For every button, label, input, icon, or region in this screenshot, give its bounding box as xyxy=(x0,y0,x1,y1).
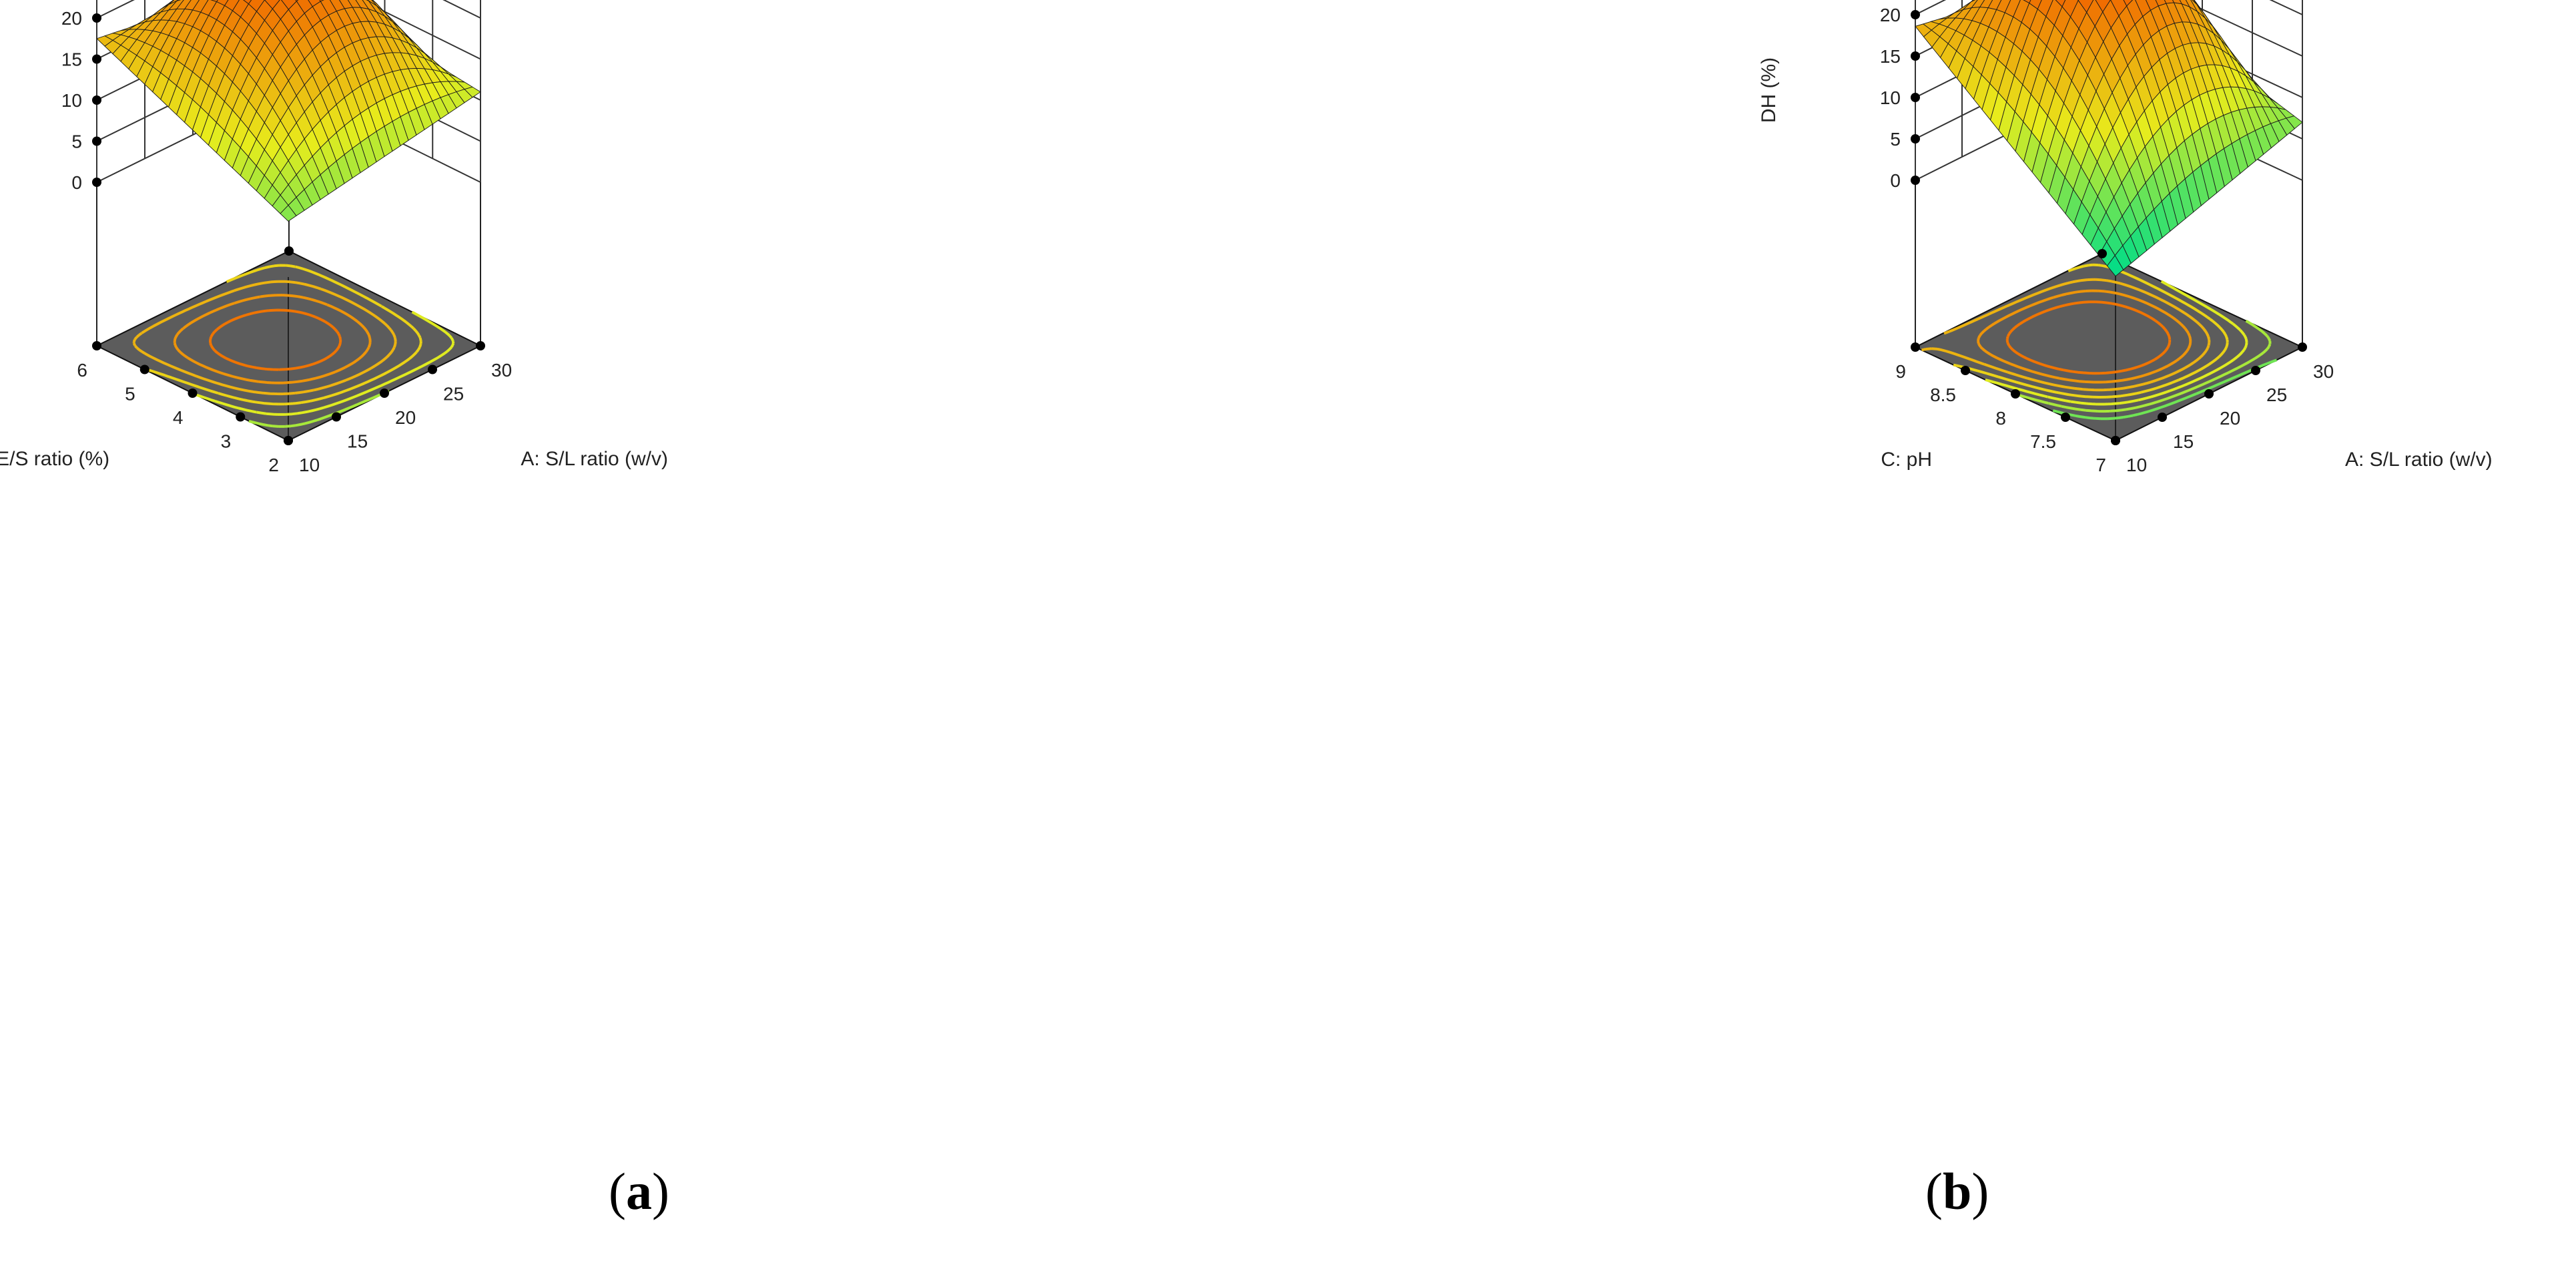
y-tick-label: 8 xyxy=(1995,408,2006,429)
z-tick-dot xyxy=(92,13,101,23)
x-tick-dot xyxy=(332,412,341,422)
x-tick-label: 20 xyxy=(395,407,416,428)
surface-cell xyxy=(2106,254,2124,277)
x-tick-label: 30 xyxy=(491,360,512,381)
x-tick-dot xyxy=(2251,366,2260,375)
y-tick-label: 4 xyxy=(173,407,184,428)
x-tick-dot xyxy=(380,389,389,398)
panel-a: 0510152025101520253023456DH (%)A: S/L ra… xyxy=(0,0,669,1222)
z-tick-dot xyxy=(1911,93,1920,102)
z-tick-dot xyxy=(1911,134,1920,144)
contour-line xyxy=(132,280,397,396)
x-tick-label: 10 xyxy=(2126,455,2147,475)
y-axis-label: C: pH xyxy=(1881,449,1932,471)
z-tick-dot xyxy=(92,178,101,187)
contour-line xyxy=(194,310,455,416)
z-tick-label: 5 xyxy=(71,132,82,152)
x-tick-label: 15 xyxy=(347,431,368,452)
corner-dot xyxy=(2098,249,2107,258)
x-tick-label: 15 xyxy=(2173,431,2194,452)
z-tick-label: 10 xyxy=(1880,87,1901,108)
y-tick-dot xyxy=(2111,436,2120,445)
y-tick-label: 2 xyxy=(268,455,279,475)
corner-dot xyxy=(284,246,294,256)
y-tick-label: 9 xyxy=(1895,361,1906,382)
x-tick-label: 20 xyxy=(2220,408,2240,429)
z-tick-dot xyxy=(1911,51,1920,61)
caption-b: (b) xyxy=(1925,1162,1989,1222)
z-tick-label: 0 xyxy=(1890,170,1901,191)
y-tick-dot xyxy=(139,364,149,374)
z-tick-dot xyxy=(1911,10,1920,19)
surface-mesh xyxy=(96,0,481,222)
y-tick-label: 3 xyxy=(221,431,232,452)
z-axis-label: DH (%) xyxy=(1758,57,1780,123)
contour-line xyxy=(1921,278,2211,392)
contour-line xyxy=(248,389,390,428)
z-tick-dot xyxy=(92,54,101,64)
x-tick-dot xyxy=(428,364,437,374)
y-tick-label: 5 xyxy=(125,384,135,405)
y-tick-dot xyxy=(2011,389,2020,399)
y-tick-dot xyxy=(188,389,198,398)
caption-a-letter: a xyxy=(625,1162,652,1220)
z-tick-label: 10 xyxy=(61,90,82,111)
z-tick-label: 20 xyxy=(1880,5,1901,25)
x-tick-dot xyxy=(476,341,485,350)
caption-a-close: ) xyxy=(651,1162,669,1220)
caption-a-open: ( xyxy=(609,1162,626,1220)
z-tick-label: 0 xyxy=(71,172,82,193)
surface-chart-a: 0510152025101520253023456DH (%)A: S/L ra… xyxy=(0,0,668,475)
contour-line xyxy=(209,308,342,371)
x-tick-label: 10 xyxy=(299,455,320,475)
caption-b-letter: b xyxy=(1942,1162,1972,1220)
z-tick-label: 15 xyxy=(61,49,82,70)
y-tick-dot xyxy=(1911,342,1920,352)
y-tick-dot xyxy=(2061,413,2070,422)
x-tick-label: 30 xyxy=(2313,361,2334,382)
contour-line xyxy=(1985,280,2248,406)
z-tick-label: 5 xyxy=(1890,129,1901,150)
contour-line xyxy=(1977,289,2192,384)
contour-line xyxy=(173,294,372,385)
contour-line xyxy=(141,264,422,406)
y-axis-label: B: E/S ratio (%) xyxy=(0,448,109,470)
y-tick-label: 7 xyxy=(2096,455,2106,475)
y-tick-dot xyxy=(284,436,293,445)
x-axis-label: A: S/L ratio (w/v) xyxy=(2345,449,2493,471)
x-tick-dot xyxy=(2298,342,2307,352)
contour-line xyxy=(2016,319,2272,413)
y-tick-dot xyxy=(1961,366,1970,375)
x-axis-label: A: S/L ratio (w/v) xyxy=(521,448,668,470)
caption-a: (a) xyxy=(609,1162,669,1222)
z-tick-label: 20 xyxy=(61,8,82,29)
x-tick-label: 25 xyxy=(2266,385,2287,405)
caption-b-open: ( xyxy=(1925,1162,1943,1220)
surface-cell xyxy=(243,0,252,5)
surface-cell xyxy=(280,204,297,222)
y-tick-dot xyxy=(236,412,246,422)
caption-b-close: ) xyxy=(1971,1162,1989,1220)
y-tick-label: 8.5 xyxy=(1930,385,1956,405)
x-tick-label: 25 xyxy=(443,384,464,405)
contour-line xyxy=(2005,300,2172,375)
y-tick-dot xyxy=(92,341,101,350)
z-tick-dot xyxy=(1911,176,1920,185)
z-tick-dot xyxy=(92,136,101,146)
z-tick-dot xyxy=(92,95,101,105)
y-tick-label: 6 xyxy=(77,360,87,381)
surface-mesh xyxy=(1915,0,2303,277)
z-tick-label: 15 xyxy=(1880,46,1901,67)
y-tick-label: 7.5 xyxy=(2030,431,2056,452)
x-tick-dot xyxy=(2204,389,2214,399)
x-tick-dot xyxy=(2158,413,2167,422)
